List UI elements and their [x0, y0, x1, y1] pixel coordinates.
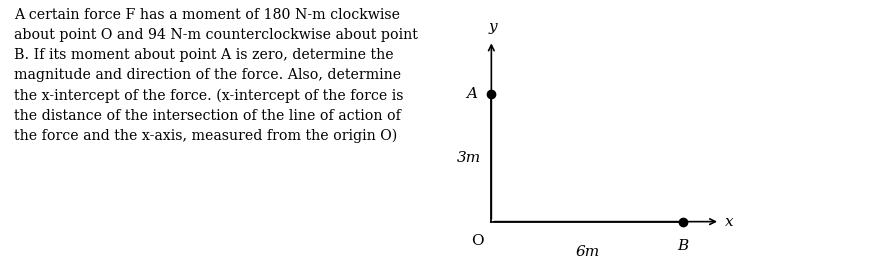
Text: A certain force F has a moment of 180 N-m clockwise
about point O and 94 N-m cou: A certain force F has a moment of 180 N-…: [14, 8, 417, 143]
Text: 3m: 3m: [457, 151, 481, 165]
Text: O: O: [471, 233, 483, 248]
Text: B: B: [677, 239, 689, 253]
Text: x: x: [724, 215, 733, 229]
Text: y: y: [488, 20, 497, 34]
Text: A: A: [466, 87, 477, 101]
Text: 6m: 6m: [575, 245, 599, 259]
